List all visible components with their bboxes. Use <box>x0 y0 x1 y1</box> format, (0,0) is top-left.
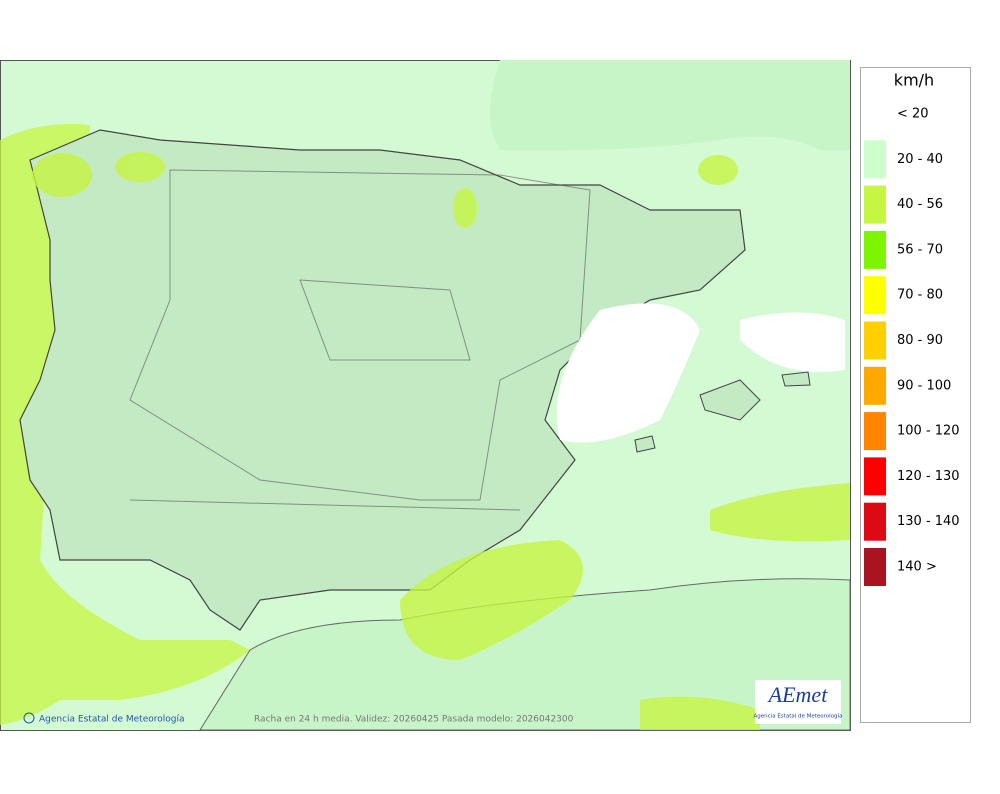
credit: Agencia Estatal de Meteorología Racha en… <box>23 712 574 725</box>
legend-label: 80 - 90 <box>897 333 943 348</box>
legend-label: 40 - 56 <box>897 197 943 212</box>
credit-text: Agencia Estatal de Meteorología <box>39 715 185 725</box>
copyright-icon <box>23 712 35 724</box>
land-france <box>490 60 850 150</box>
legend-swatch <box>864 548 886 586</box>
legend-label: 90 - 100 <box>897 378 951 393</box>
legend-swatch <box>864 230 886 269</box>
legend-swatch <box>864 140 886 179</box>
legend-swatch <box>864 321 886 360</box>
logo: AEmet Agencia Estatal de Meteorología <box>754 680 843 724</box>
map <box>0 60 851 731</box>
legend-label: 130 - 140 <box>897 514 960 529</box>
region-borders <box>129 169 591 511</box>
logo-subtitle: Agencia Estatal de Meteorología <box>754 713 843 720</box>
legend-label: 70 - 80 <box>897 288 943 303</box>
legend-label: 20 - 40 <box>897 152 943 167</box>
logo-name: AEmet <box>767 682 829 707</box>
legend-label: 56 - 70 <box>897 242 943 257</box>
caption: Racha en 24 h media. Validez: 20260425 P… <box>254 715 574 725</box>
legend-label: 140 > <box>897 560 937 575</box>
legend: km/h < 20 20 - 40 40 - 56 56 - 70 70 - 80 80 … <box>860 67 971 723</box>
legend-swatch <box>864 502 886 541</box>
legend-swatch <box>864 412 886 451</box>
legend-swatch <box>864 457 886 496</box>
legend-unit: km/h <box>894 71 934 90</box>
legend-swatch <box>864 276 886 315</box>
legend-label: 100 - 120 <box>897 424 960 439</box>
legend-swatch <box>864 366 886 405</box>
islands <box>634 371 811 453</box>
calm-zone <box>556 303 845 443</box>
legend-swatch <box>864 185 886 224</box>
wind-patches <box>32 152 850 730</box>
logo-box <box>755 680 841 724</box>
legend-label: 120 - 130 <box>897 469 960 484</box>
legend-label: < 20 <box>897 107 929 122</box>
